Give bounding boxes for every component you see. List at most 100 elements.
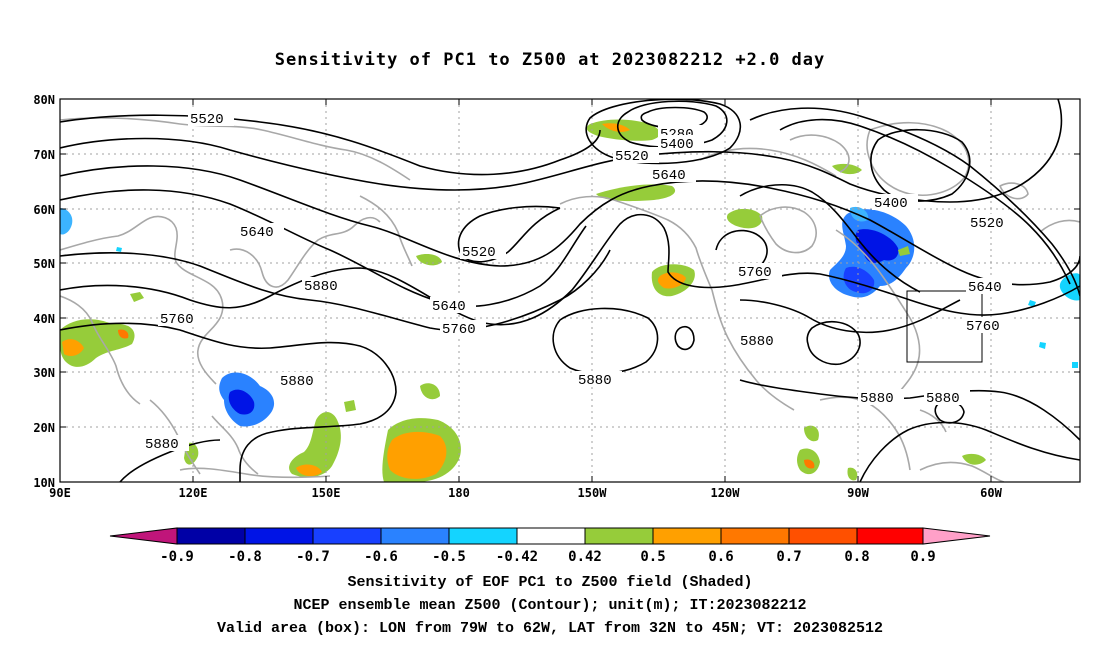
contour-5880-low	[119, 439, 221, 482]
coast-indonesia	[179, 467, 331, 479]
z500-contours	[60, 99, 1080, 482]
contour-label: 5880	[280, 374, 314, 390]
coast-europe	[1039, 219, 1080, 233]
pos-area-wpac1-core	[296, 464, 322, 477]
colorbar-bin	[516, 527, 586, 545]
contour-5520-na	[779, 118, 1071, 285]
neg-speck-2	[1039, 342, 1046, 349]
lon-tick-label: 90E	[49, 486, 71, 500]
contour-label: 5400	[874, 196, 908, 212]
contour-label: 5640	[432, 299, 466, 315]
pos-area-carib-core	[804, 459, 815, 469]
contour-label: 5640	[240, 225, 274, 241]
colorbar-bin	[244, 527, 314, 545]
contour-label: 5640	[652, 168, 686, 184]
contour-label: 5880	[304, 279, 338, 295]
colorbar-label: 0.8	[844, 549, 869, 565]
coast-india	[60, 295, 141, 405]
contour-5400-low	[616, 100, 728, 148]
contour-5640-north	[60, 165, 1080, 286]
lat-lon-grid	[60, 99, 1080, 482]
colorbar-over-triangle	[922, 527, 991, 545]
pos-area-wpac1	[289, 411, 341, 478]
lat-tick-label: 60N	[33, 203, 55, 217]
contour-label: 5520	[190, 112, 224, 128]
lon-tick-label: 180	[448, 486, 470, 500]
lon-tick-labels: 90E 120E 150E 180 150W 120W 90W 60W	[49, 486, 1002, 500]
contour-labels: 5520 5640 5880 5760 5880 5880 5280 5400 …	[143, 110, 1014, 453]
contour-label: 5520	[462, 245, 496, 261]
colorbar-bin	[652, 527, 722, 545]
pos-area-india-speck	[130, 292, 144, 302]
colorbar-label: -0.5	[432, 549, 466, 565]
contour-5880-east	[739, 299, 961, 334]
coast-caribbean	[919, 409, 947, 433]
lat-tick-label: 10N	[33, 476, 55, 490]
caption-contour: NCEP ensemble mean Z500 (Contour); unit(…	[293, 597, 807, 614]
coast-canada-arctic	[789, 134, 850, 173]
colorbar-label: 0.6	[708, 549, 733, 565]
neg-speck-4	[1072, 362, 1078, 368]
neg-area-atlantic-core	[855, 229, 899, 263]
contour-5640-na	[749, 107, 1080, 297]
lat-tick-label: 50N	[33, 257, 55, 271]
pos-area-gulf	[804, 425, 819, 442]
contour-5880-cell-a	[552, 307, 659, 375]
contour-label: 5880	[145, 437, 179, 453]
colorbar-bin	[788, 527, 858, 545]
chart-title: Sensitivity of PC1 to Z500 at 2023082212…	[274, 50, 826, 70]
neg-area-west-edge	[60, 208, 73, 235]
contour-label: 5760	[442, 322, 476, 338]
contour-5640-south	[60, 189, 587, 308]
colorbar-bin	[312, 527, 382, 545]
coast-asia-east	[60, 215, 224, 385]
colorbar-bin	[720, 527, 790, 545]
pos-area-greenland	[832, 163, 862, 175]
colorbar-bin	[584, 527, 654, 545]
caption-shaded: Sensitivity of EOF PC1 to Z500 field (Sh…	[347, 574, 753, 591]
colorbar-under-triangle	[109, 527, 178, 545]
coast-alaska	[559, 195, 713, 291]
pos-area-wpac3	[344, 400, 356, 412]
colorbar-bin	[380, 527, 450, 545]
lat-tick-label: 20N	[33, 421, 55, 435]
coast-na-west	[711, 289, 795, 411]
coast-na-east	[835, 229, 921, 397]
colorbar-label: -0.8	[228, 549, 262, 565]
colorbar-bin	[448, 527, 518, 545]
pos-area-bering	[416, 254, 442, 266]
neg-speck-3	[116, 247, 122, 252]
lon-tick-label: 120W	[711, 486, 741, 500]
sensitivity-shading	[60, 119, 1080, 482]
axis-tick-marks	[60, 98, 1080, 482]
colorbar-label: -0.6	[364, 549, 398, 565]
colorbar-bin	[856, 527, 924, 545]
lon-tick-label: 90W	[847, 486, 869, 500]
map-frame	[59, 98, 1081, 483]
colorbar-label: -0.42	[496, 549, 538, 565]
coast-south-america	[919, 461, 1005, 482]
caption-valid-area: Valid area (box): LON from 79W to 62W, L…	[216, 620, 884, 637]
lon-tick-label: 150E	[312, 486, 341, 500]
pos-area-dateline-north	[420, 383, 440, 400]
contour-5400-greenland	[870, 128, 971, 202]
contour-label: 5880	[578, 373, 612, 389]
contour-label: 5760	[966, 319, 1000, 335]
neg-speck-1	[1028, 300, 1036, 307]
colorbar-bin	[176, 527, 246, 545]
coast-na-north	[699, 147, 837, 177]
pos-area-india-core	[62, 339, 84, 356]
coast-kamchatka	[359, 195, 413, 267]
contour-label: 5880	[740, 334, 774, 350]
pos-area-canada	[726, 208, 763, 229]
contour-5880-cell-b	[674, 325, 695, 351]
pos-area-dateline-core	[387, 431, 447, 479]
contour-label: 5640	[968, 280, 1002, 296]
coast-philippines	[211, 415, 259, 475]
coast-hudson	[759, 206, 817, 254]
contour-label: 5520	[615, 149, 649, 165]
contour-5880	[60, 322, 397, 482]
lon-tick-label: 60W	[980, 486, 1002, 500]
contour-5880-cell-c	[806, 321, 861, 366]
